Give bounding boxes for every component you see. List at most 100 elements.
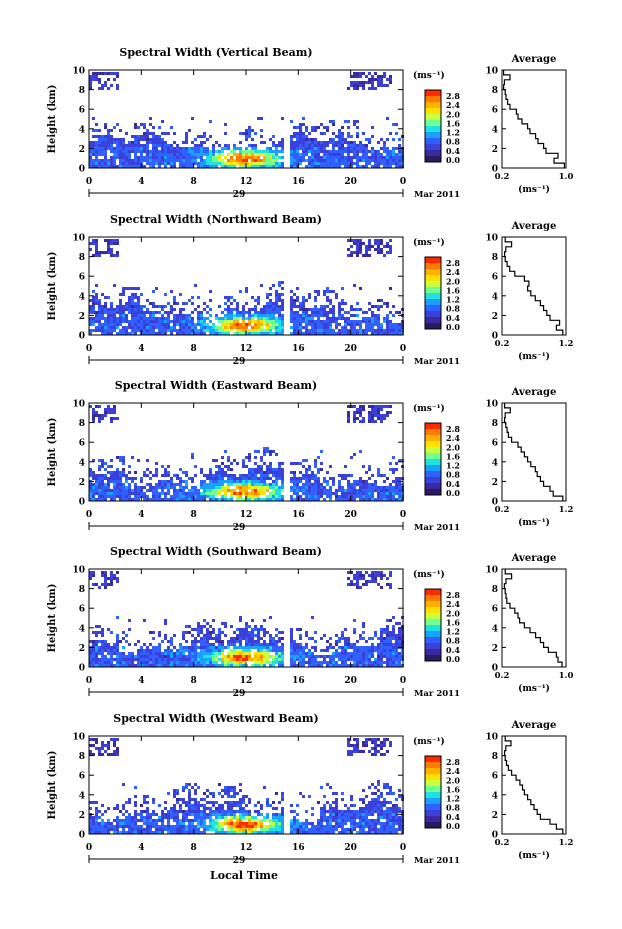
heatmap-cell <box>368 489 371 492</box>
heatmap-cell <box>89 819 92 822</box>
heatmap-cell <box>89 471 92 474</box>
heatmap-cell <box>269 483 272 486</box>
heatmap-cell <box>263 314 266 317</box>
heatmap-cell <box>239 480 242 483</box>
heatmap-cell <box>215 329 218 332</box>
heatmap-cell <box>347 414 350 417</box>
heatmap-cell <box>134 819 137 822</box>
heatmap-cell <box>209 326 212 329</box>
heatmap-cell <box>251 147 254 150</box>
heatmap-cell <box>98 420 101 423</box>
heatmap-cell <box>122 314 125 317</box>
heatmap-cell <box>104 329 107 332</box>
heatmap-cell <box>107 753 110 756</box>
heatmap-cell <box>122 492 125 495</box>
heatmap-cell <box>368 580 371 583</box>
heatmap-cell <box>191 296 194 299</box>
heatmap-cell <box>128 658 131 661</box>
heatmap-cell <box>365 254 368 257</box>
heatmap-cell <box>335 156 338 159</box>
heatmap-cell <box>365 156 368 159</box>
heatmap-cell <box>317 664 320 667</box>
heatmap-cell <box>299 637 302 640</box>
heatmap-cell <box>392 625 395 628</box>
heatmap-cell <box>350 580 353 583</box>
heatmap-cell <box>257 317 260 320</box>
heatmap-cell <box>221 631 224 634</box>
heatmap-cell <box>272 308 275 311</box>
heatmap-cell <box>326 159 329 162</box>
heatmap-cell <box>239 492 242 495</box>
heatmap-cell <box>320 661 323 664</box>
heatmap-cell <box>398 658 401 661</box>
heatmap-cell <box>281 293 284 296</box>
heatmap-cell <box>176 144 179 147</box>
heatmap-cell <box>305 329 308 332</box>
heatmap-cell <box>365 81 368 84</box>
heatmap-cell <box>269 634 272 637</box>
heatmap-cell <box>299 308 302 311</box>
heatmap-cell <box>233 150 236 153</box>
heatmap-cell <box>248 480 251 483</box>
heatmap-cell <box>194 323 197 326</box>
heatmap-cell <box>380 634 383 637</box>
heatmap-cell <box>92 299 95 302</box>
heatmap-cell <box>170 831 173 834</box>
heatmap-cell <box>398 162 401 165</box>
heatmap-cell <box>311 489 314 492</box>
heatmap-cell <box>206 305 209 308</box>
heatmap-cell <box>311 165 314 168</box>
heatmap-cell <box>155 311 158 314</box>
heatmap-cell <box>218 825 221 828</box>
heatmap-cell <box>104 159 107 162</box>
heatmap-cell <box>314 462 317 465</box>
heatmap-cell <box>356 239 359 242</box>
heatmap-cell <box>215 465 218 468</box>
heatmap-cell <box>233 489 236 492</box>
heatmap-cell <box>167 323 170 326</box>
heatmap-cell <box>134 147 137 150</box>
heatmap-cell <box>281 652 284 655</box>
heatmap-cell <box>344 141 347 144</box>
heatmap-cell <box>323 480 326 483</box>
heatmap-cell <box>380 414 383 417</box>
heatmap-cell <box>203 326 206 329</box>
heatmap-cell <box>305 655 308 658</box>
heatmap-cell <box>254 153 257 156</box>
heatmap-cell <box>206 816 209 819</box>
heatmap-cell <box>215 816 218 819</box>
heatmap-cell <box>254 468 257 471</box>
heatmap-cell <box>395 637 398 640</box>
heatmap-cell <box>353 84 356 87</box>
heatmap-cell <box>95 414 98 417</box>
heatmap-cell <box>362 242 365 245</box>
heatmap-cell <box>101 150 104 153</box>
heatmap-cell <box>374 323 377 326</box>
heatmap-cell <box>89 305 92 308</box>
colorbar-segment <box>425 465 441 472</box>
heatmap-cell <box>122 652 125 655</box>
heatmap-cell <box>296 332 299 335</box>
heatmap-cell <box>236 162 239 165</box>
heatmap-cell <box>278 492 281 495</box>
heatmap-cell <box>164 486 167 489</box>
heatmap-cell <box>290 332 293 335</box>
heatmap-cell <box>332 317 335 320</box>
heatmap-cell <box>95 156 98 159</box>
y-tick-label: 6 <box>79 439 85 449</box>
heatmap-cell <box>119 825 122 828</box>
heatmap-cell <box>305 498 308 501</box>
heatmap-cell <box>362 156 365 159</box>
heatmap-cell <box>362 72 365 75</box>
heatmap-cell <box>143 332 146 335</box>
heatmap-cell <box>146 141 149 144</box>
heatmap-cell <box>92 658 95 661</box>
heatmap-cell <box>122 329 125 332</box>
heatmap-cell <box>335 649 338 652</box>
heatmap-cell <box>104 239 107 242</box>
heatmap-cell <box>254 474 257 477</box>
heatmap-cell <box>392 468 395 471</box>
heatmap-cell <box>137 813 140 816</box>
heatmap-cell <box>113 646 116 649</box>
heatmap-cell <box>227 819 230 822</box>
